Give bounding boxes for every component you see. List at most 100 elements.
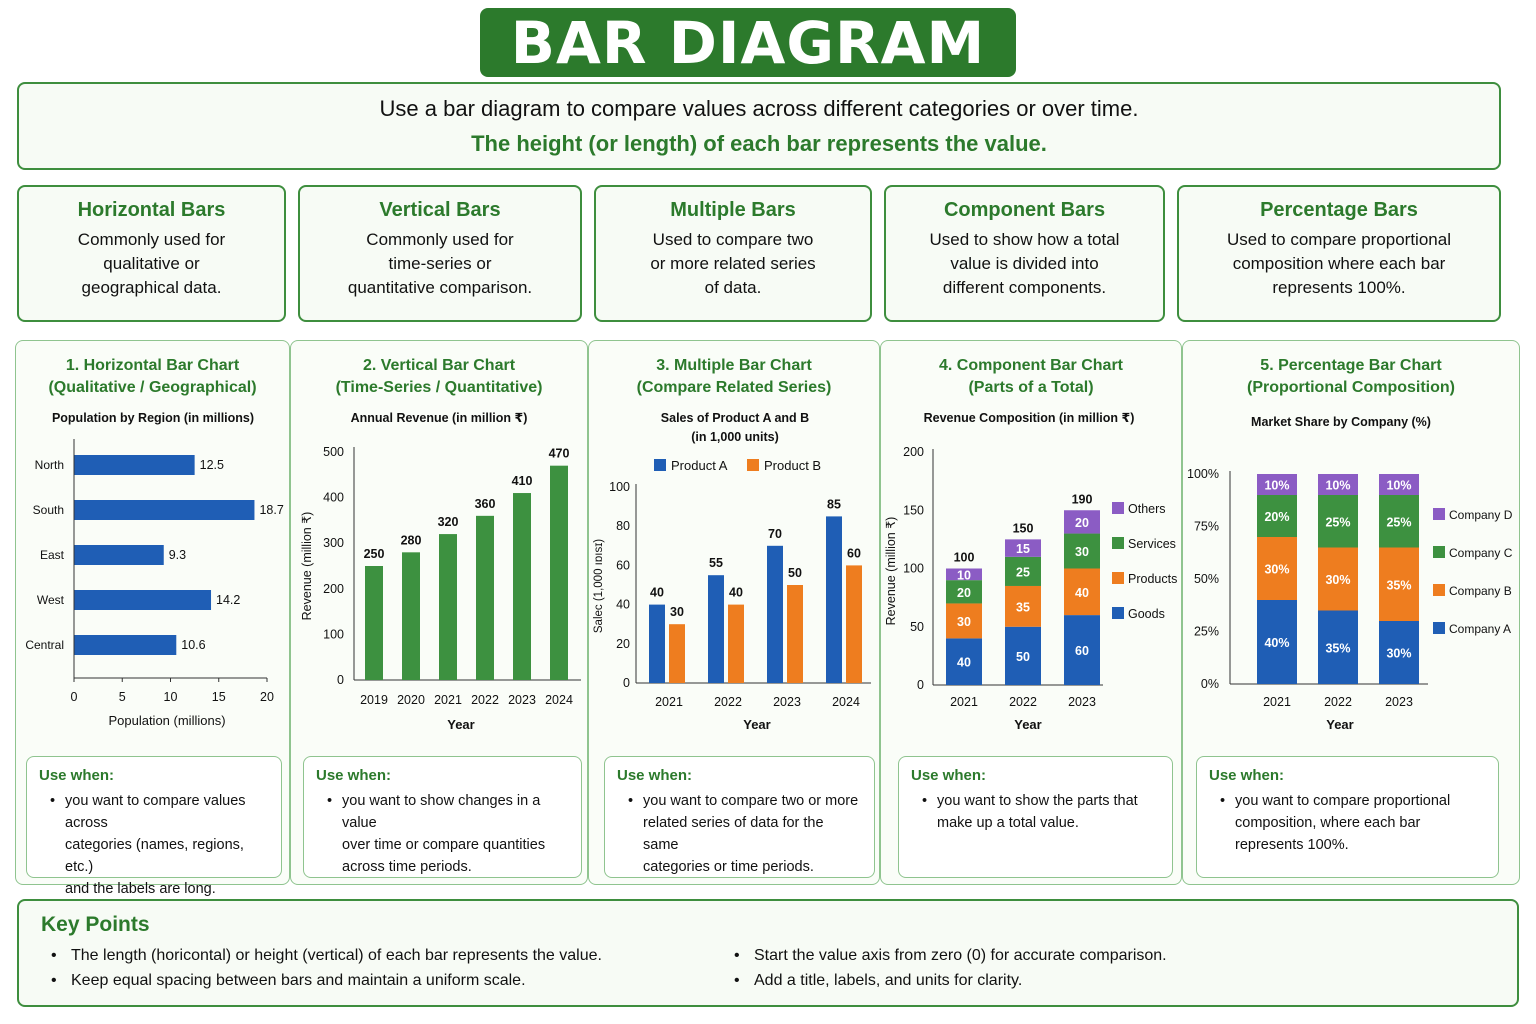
- type-desc-line: or more related series: [650, 254, 816, 273]
- x-tick-label: 0: [71, 690, 78, 704]
- x-axis-label: Population (millions): [108, 713, 225, 728]
- segment-services-2023: [1064, 533, 1100, 569]
- use-when-line: you want to compare values across: [65, 793, 246, 831]
- x-axis-label: Year: [743, 717, 770, 732]
- y-axis-label: Revenue (million ₹): [884, 517, 898, 626]
- key-point: The length (horicontal) or height (verti…: [41, 947, 602, 965]
- x-axis-label: Year: [447, 717, 474, 732]
- y-tick-label: 0: [337, 673, 344, 687]
- chart-heading-line: (Time-Series / Quantitative): [335, 379, 543, 396]
- data-label: 280: [401, 533, 422, 547]
- segment-company-c-2021: [1257, 495, 1297, 537]
- chart-title: Sales of Product A and B: [661, 411, 809, 425]
- use-when-title: Use when:: [316, 767, 392, 784]
- key-point: Start the value axis from zero (0) for a…: [724, 947, 1167, 965]
- y-tick-label: 400: [323, 491, 344, 505]
- y-tick-label: 300: [323, 536, 344, 550]
- type-title: Percentage Bars: [1260, 199, 1418, 221]
- y-tick-label: 100: [609, 480, 630, 494]
- segment-label: 30%: [1264, 563, 1289, 577]
- segment-company-d-2021: [1257, 474, 1297, 495]
- bar-2023-a: [767, 545, 783, 683]
- chart-heading-line: 2. Vertical Bar Chart: [362, 357, 516, 374]
- segment-label: 30: [957, 615, 971, 629]
- segment-label: 25%: [1386, 515, 1411, 529]
- legend-label: Services: [1128, 537, 1176, 551]
- segment-company-b-2023: [1379, 547, 1419, 621]
- segment-company-c-2022: [1318, 495, 1358, 548]
- segment-others-2022: [1005, 539, 1041, 557]
- x-tick-label: 2023: [1385, 695, 1413, 709]
- x-tick-label: 2020: [397, 693, 425, 707]
- x-tick-label: 2021: [1263, 695, 1291, 709]
- type-desc-line: qualitative or: [103, 254, 200, 273]
- bar-2024-a: [826, 516, 842, 683]
- type-desc-line: time-series or: [388, 254, 492, 273]
- y-tick-label: 20: [616, 637, 630, 651]
- segment-others-2023: [1064, 510, 1100, 534]
- segment-label: 35%: [1325, 641, 1350, 655]
- use-when-title: Use when:: [39, 767, 115, 784]
- bar-2022: [476, 515, 494, 680]
- type-title: Component Bars: [943, 199, 1106, 221]
- segment-label: 60: [1075, 644, 1089, 658]
- type-title: Vertical Bars: [379, 199, 501, 221]
- y-tick-label: 25%: [1194, 625, 1219, 639]
- y-tick-label: 0: [917, 678, 924, 692]
- segment-label: 30%: [1386, 647, 1411, 661]
- use-when-line: you want to show the parts that: [937, 793, 1138, 809]
- x-tick-label: 2022: [1324, 695, 1352, 709]
- multiple-bar-chart: Sales of Product A and B (in 1,000 units)…: [593, 411, 871, 732]
- legend-label: Company C: [1449, 546, 1513, 560]
- legend-label: Others: [1128, 502, 1166, 516]
- intro-line-2: The height (or length) of each bar repre…: [471, 131, 1047, 156]
- bar-2020: [402, 552, 420, 680]
- legend-label: Product A: [671, 458, 728, 473]
- legend-label: Company A: [1449, 622, 1511, 636]
- data-label: 360: [475, 497, 496, 511]
- segment-goods-2023: [1064, 615, 1100, 685]
- segment-company-a-2022: [1318, 610, 1358, 684]
- segment-products-2021: [946, 603, 982, 639]
- percentage-bar-chart: Market Share by Company (%) 0% 25% 50% 75% 10…: [1187, 415, 1513, 732]
- category-label: South: [33, 503, 64, 517]
- type-desc-line: Commonly used for: [366, 230, 514, 249]
- segment-label: 30: [1075, 545, 1089, 559]
- bar-2023: [513, 493, 531, 680]
- type-desc-line: composition where each bar: [1232, 254, 1446, 273]
- x-tick-label: 2021: [950, 695, 978, 709]
- x-tick-label: 2023: [1068, 695, 1096, 709]
- type-desc-line: value is divided into: [950, 254, 1099, 273]
- data-label: 55: [709, 556, 723, 570]
- y-tick-label: 50: [910, 620, 924, 634]
- use-when-line: you want to compare two or more: [643, 793, 859, 809]
- type-desc-line: Used to compare proportional: [1227, 230, 1451, 249]
- horizontal-bar-chart: Population by Region (in millions) North 1…: [25, 411, 284, 728]
- segment-label: 15: [1016, 542, 1030, 556]
- data-label: 410: [512, 474, 533, 488]
- data-label: 12.5: [200, 458, 224, 472]
- data-label: 70: [768, 527, 782, 541]
- use-when-box: Use when: you want to compare proportion…: [1196, 756, 1499, 878]
- chart-title: Revenue Composition (in million ₹): [924, 411, 1135, 425]
- type-desc-line: geographical data.: [81, 278, 222, 297]
- data-label: 50: [788, 566, 802, 580]
- y-tick-label: 500: [323, 445, 344, 459]
- category-label: Central: [25, 638, 64, 652]
- type-box-vertical: Vertical Bars Commonly used for time-ser…: [298, 185, 582, 322]
- use-when-line: represents 100%.: [1235, 837, 1349, 853]
- x-axis-label: Year: [1326, 717, 1353, 732]
- segment-label: 10%: [1264, 479, 1289, 493]
- segment-goods-2021: [946, 638, 982, 685]
- intro-line-1: Use a bar diagram to compare values acro…: [379, 96, 1139, 121]
- use-when-line: categories or time periods.: [643, 859, 814, 875]
- segment-label: 30%: [1325, 573, 1350, 587]
- x-tick-label: 20: [260, 690, 274, 704]
- y-tick-label: 100%: [1187, 467, 1219, 481]
- category-label: North: [35, 458, 64, 472]
- segment-label: 10%: [1386, 479, 1411, 493]
- page-title: BAR DIAGRAM: [510, 8, 986, 77]
- x-tick-label: 2019: [360, 693, 388, 707]
- legend-swatch-company-d: [1433, 508, 1445, 520]
- use-when-line: related series of data for the same: [643, 815, 824, 853]
